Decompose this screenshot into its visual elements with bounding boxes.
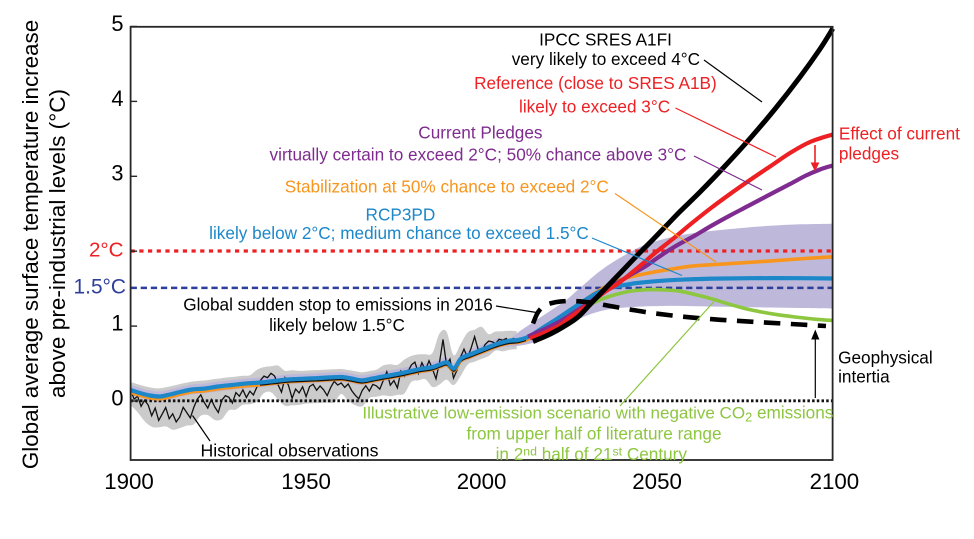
svg-text:1950: 1950 bbox=[281, 469, 331, 494]
svg-text:IPCC SRES A1FI: IPCC SRES A1FI bbox=[539, 29, 672, 49]
svg-text:1: 1 bbox=[111, 311, 123, 336]
svg-text:2000: 2000 bbox=[457, 469, 507, 494]
svg-text:virtually certain to exceed 2°: virtually certain to exceed 2°C; 50% cha… bbox=[270, 144, 687, 164]
svg-text:RCP3PD: RCP3PD bbox=[366, 204, 436, 224]
svg-text:Reference (close to SRES A1B): Reference (close to SRES A1B) bbox=[474, 73, 717, 93]
svg-text:Current Pledges: Current Pledges bbox=[418, 122, 542, 142]
svg-text:Illustrative low-emission scen: Illustrative low-emission scenario with … bbox=[362, 403, 833, 425]
svg-text:1.5°C: 1.5°C bbox=[74, 276, 126, 299]
svg-text:likely to exceed 3°C: likely to exceed 3°C bbox=[519, 97, 670, 117]
svg-text:2100: 2100 bbox=[810, 469, 860, 494]
svg-text:Effect of current: Effect of current bbox=[839, 124, 960, 144]
svg-text:Global average surface tempera: Global average surface temperature incre… bbox=[18, 20, 43, 469]
svg-text:from upper half of literature: from upper half of literature range bbox=[466, 424, 721, 444]
svg-text:Global sudden stop to emission: Global sudden stop to emissions in 2016 bbox=[183, 295, 493, 315]
svg-text:pledges: pledges bbox=[839, 144, 899, 164]
svg-text:2050: 2050 bbox=[632, 469, 682, 494]
svg-text:Stabilization at 50% chance to: Stabilization at 50% chance to exceed 2°… bbox=[285, 177, 609, 197]
svg-text:above pre-industrial levels (°: above pre-industrial levels (°C) bbox=[45, 89, 70, 398]
svg-text:likely below 1.5°C: likely below 1.5°C bbox=[269, 315, 405, 335]
svg-text:3: 3 bbox=[111, 161, 123, 186]
svg-text:very likely to exceed 4°C: very likely to exceed 4°C bbox=[512, 49, 700, 69]
svg-text:Historical observations: Historical observations bbox=[201, 441, 379, 461]
svg-text:intertia: intertia bbox=[838, 367, 890, 387]
svg-text:likely below 2°C; medium chanc: likely below 2°C; medium chance to excee… bbox=[209, 223, 589, 243]
svg-text:in 2nd half of 21st Century: in 2nd half of 21st Century bbox=[496, 444, 688, 464]
svg-text:5: 5 bbox=[111, 11, 123, 36]
svg-text:0: 0 bbox=[111, 385, 123, 410]
svg-text:4: 4 bbox=[111, 86, 123, 111]
svg-text:1900: 1900 bbox=[104, 469, 154, 494]
svg-text:Geophysical: Geophysical bbox=[838, 348, 933, 368]
svg-text:2°C: 2°C bbox=[89, 238, 124, 261]
